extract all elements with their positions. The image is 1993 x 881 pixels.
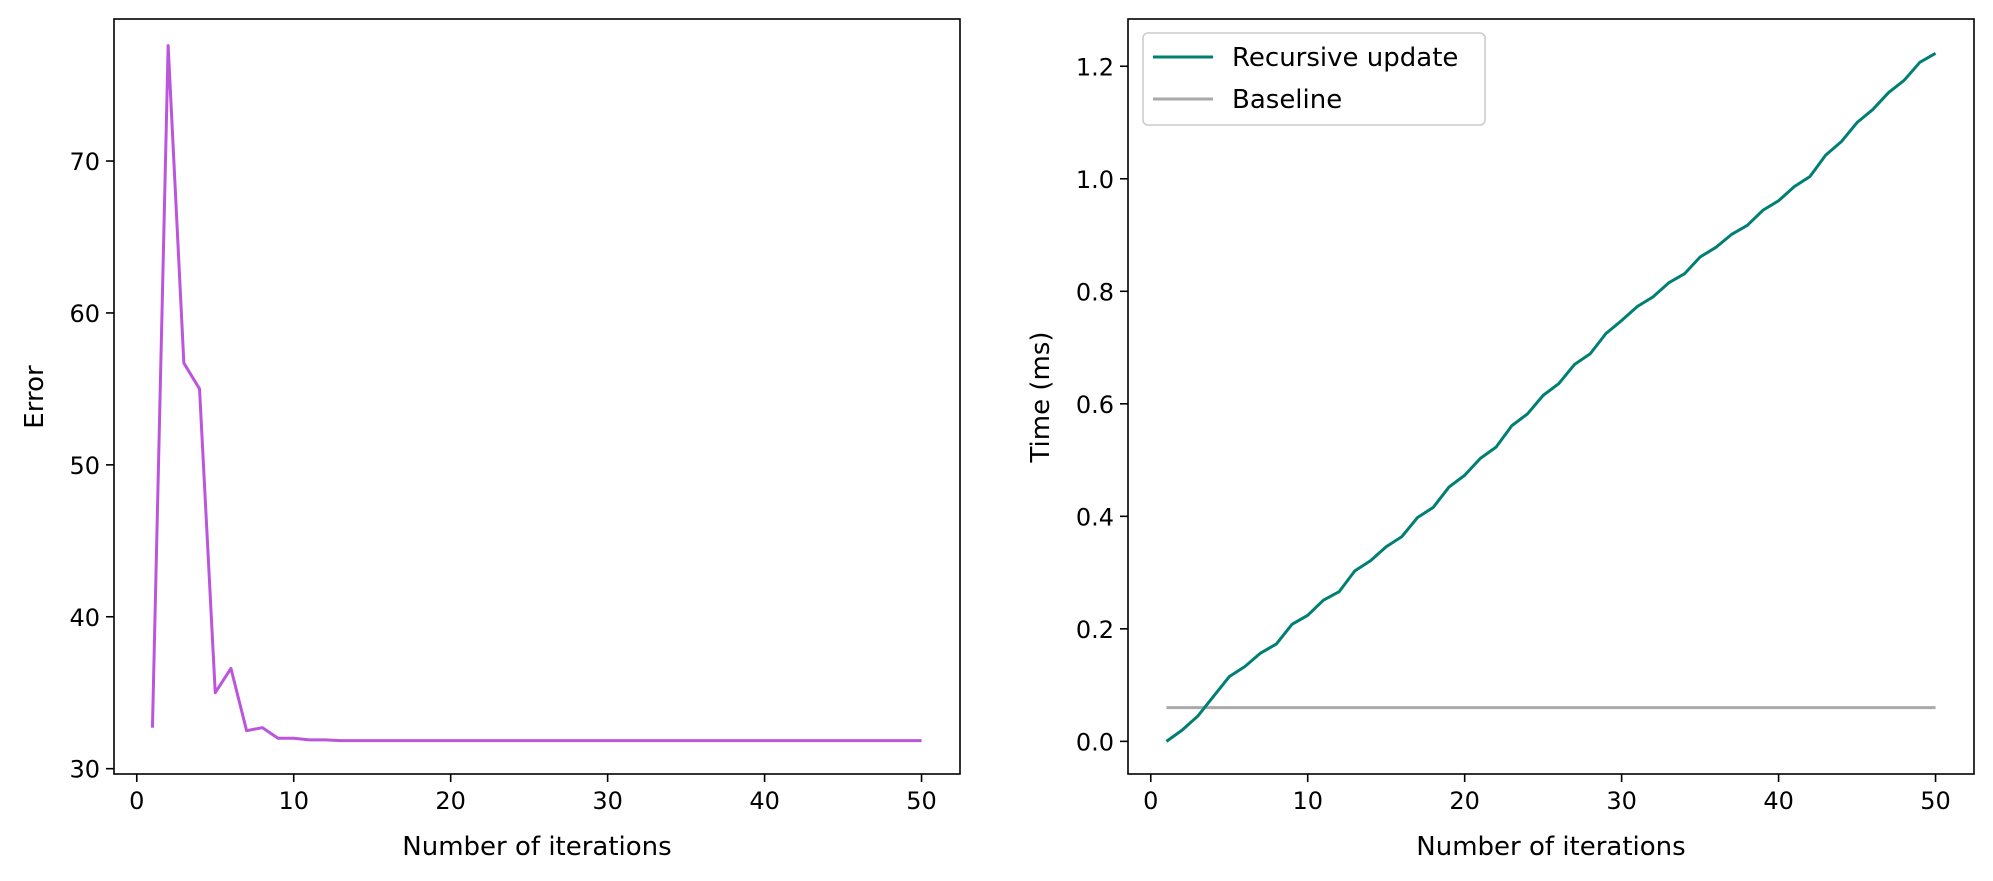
time-chart-x-tick-label: 40 (1763, 787, 1794, 815)
error-chart-x-tick-label: 10 (278, 787, 309, 815)
time-chart-y-tick-label: 0.2 (1076, 616, 1114, 644)
time-chart: 0 10 20 30 40 50 0.0 0.2 0.4 0.6 0.8 1.0 1.2 Number… (1026, 18, 1975, 862)
time-chart-y-tick-label: 0.4 (1076, 503, 1114, 531)
error-chart-frame (113, 18, 961, 775)
legend-label-recursive-update: Recursive update (1232, 43, 1458, 73)
time-chart-frame (1127, 18, 1975, 775)
time-chart-x-tick-label: 0 (1143, 787, 1158, 815)
time-chart-series-line-recursive-update (1165, 52, 1937, 743)
error-chart-plot-area (114, 19, 960, 774)
time-chart-y-tick-label: 1.2 (1076, 53, 1114, 81)
error-chart: 0 10 20 30 40 50 30 40 50 60 70 Number of iterati… (20, 18, 961, 862)
time-chart-x-axis-label: Number of iterations (1416, 832, 1685, 862)
legend-label-baseline: Baseline (1232, 85, 1342, 115)
error-chart-y-tick-label: 70 (69, 148, 100, 176)
error-chart-y-tick-label: 60 (69, 300, 100, 328)
time-chart-plot-area (1128, 19, 1974, 774)
time-chart-x-tick-label: 20 (1449, 787, 1480, 815)
error-chart-x-tick-label: 40 (749, 787, 780, 815)
error-chart-x-ticks: 0 10 20 30 40 50 (129, 774, 937, 815)
error-chart-marks (150, 44, 922, 743)
time-chart-x-tick-label: 10 (1292, 787, 1323, 815)
time-chart-marks (1165, 52, 1937, 743)
error-chart-y-tick-label: 30 (69, 756, 100, 784)
time-chart-y-tick-label: 0.6 (1076, 391, 1114, 419)
time-chart-y-tick-label: 1.0 (1076, 166, 1114, 194)
error-chart-y-ticks: 30 40 50 60 70 (69, 148, 114, 784)
time-chart-x-tick-label: 30 (1606, 787, 1637, 815)
time-chart-y-tick-label: 0.8 (1076, 278, 1114, 306)
error-chart-x-tick-label: 30 (592, 787, 623, 815)
legend-box (1142, 32, 1486, 126)
error-chart-x-axis-label: Number of iterations (402, 832, 671, 862)
time-chart-y-tick-label: 0.0 (1076, 728, 1114, 756)
error-chart-x-tick-label: 20 (435, 787, 466, 815)
error-chart-y-tick-label: 40 (69, 604, 100, 632)
error-chart-y-axis-label: Error (20, 365, 50, 429)
time-chart-y-axis-label: Time (ms) (1026, 331, 1056, 463)
time-chart-y-ticks: 0.0 0.2 0.4 0.6 0.8 1.0 1.2 (1076, 53, 1128, 756)
error-chart-x-tick-label: 0 (129, 787, 144, 815)
error-chart-y-tick-label: 50 (69, 452, 100, 480)
time-chart-x-tick-label: 50 (1920, 787, 1951, 815)
time-chart-legend: Recursive update Baseline (1142, 32, 1486, 126)
error-chart-x-tick-label: 50 (906, 787, 937, 815)
error-chart-series-line-0 (150, 44, 922, 743)
time-chart-x-ticks: 0 10 20 30 40 50 (1143, 774, 1951, 815)
